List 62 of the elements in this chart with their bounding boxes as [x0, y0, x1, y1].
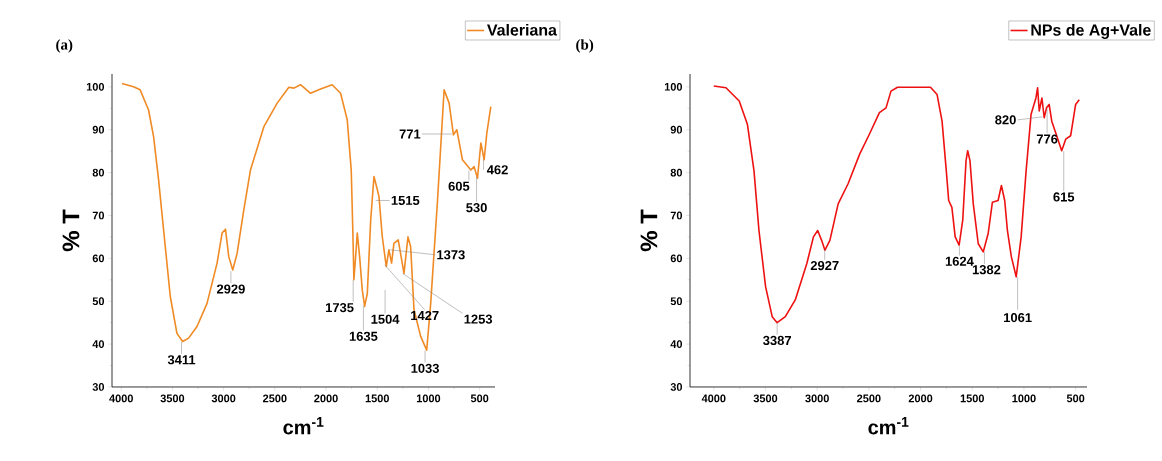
annotation: 776 [1036, 134, 1058, 144]
x-tick-label: 2500 [263, 394, 287, 403]
annotation: 3387 [763, 335, 791, 346]
x-axis-title: cm$^{-1}$ [283, 417, 324, 435]
y-tick-label: 40 [670, 340, 683, 348]
y-tick-label: 70 [670, 211, 683, 220]
y-tick-label: 80 [92, 168, 105, 177]
x-tick-label: 4000 [109, 394, 133, 403]
x-tick-label: 2000 [314, 394, 338, 403]
legend-label: NPs de Ag+Vale [1031, 23, 1151, 39]
x-tick-label: 500 [1066, 394, 1085, 403]
annotation: 2929 [216, 284, 245, 294]
y-axis-title: % T [640, 209, 658, 252]
annotation: 820 [995, 115, 1016, 125]
chart-title: (a) [56, 39, 73, 53]
y-tick-label: 30 [92, 383, 105, 391]
y-tick-label: 50 [92, 297, 105, 306]
x-tick-label: 2500 [857, 394, 881, 403]
y-tick-label: 70 [92, 211, 105, 220]
x-tick-label: 3000 [211, 394, 236, 403]
x-tick-label: 3500 [160, 394, 185, 403]
annotation: 2927 [810, 260, 839, 271]
x-tick-label: 500 [470, 394, 489, 403]
x-tick-label: 3500 [753, 394, 778, 403]
chart-title: (b) [576, 39, 594, 53]
x-tick-label: 1500 [365, 394, 389, 403]
annotation: 530 [466, 203, 487, 213]
annotation: 1624 [945, 256, 974, 266]
annotation: 3411 [167, 355, 196, 365]
x-axis-title: cm$^{-1}$ [868, 417, 909, 435]
annotation: 1373 [437, 250, 465, 260]
x-tick-label: 1500 [960, 394, 984, 403]
x-tick-label: 4000 [701, 394, 726, 403]
y-tick-label: 40 [92, 340, 105, 348]
x-tick-label: 2000 [908, 394, 933, 403]
x-tick-label: 1000 [1012, 394, 1036, 403]
y-tick-label: 90 [92, 125, 105, 134]
annotation: 1504 [371, 314, 400, 324]
y-tick-label: 30 [670, 383, 683, 391]
y-tick-label: 100 [664, 82, 683, 91]
annotation: 462 [486, 165, 508, 175]
line-series [712, 85, 1081, 324]
y-tick-label: 90 [670, 125, 683, 134]
legend-label: Valeriana [487, 23, 558, 36]
annotation: 1735 [325, 302, 354, 313]
annotation: 605 [448, 181, 470, 191]
y-tick-label: 80 [670, 168, 683, 177]
annotation: 615 [1053, 192, 1075, 202]
x-tick-label: 3000 [805, 394, 829, 403]
annotation: 1382 [972, 265, 1001, 275]
annotation: 1061 [1004, 312, 1032, 323]
annotation: 1635 [349, 331, 378, 341]
y-axis-title: % T [62, 209, 80, 252]
annotation: 1033 [411, 363, 439, 373]
annotation: 1253 [464, 314, 493, 324]
annotation: 1515 [391, 195, 420, 205]
y-tick-label: 100 [86, 82, 105, 91]
x-tick-label: 1000 [416, 394, 441, 403]
y-tick-label: 60 [92, 254, 105, 263]
y-tick-label: 50 [670, 297, 683, 306]
annotation: 771 [399, 129, 421, 139]
y-tick-label: 60 [670, 254, 683, 263]
